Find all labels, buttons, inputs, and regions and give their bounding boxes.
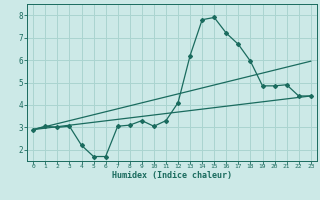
X-axis label: Humidex (Indice chaleur): Humidex (Indice chaleur) <box>112 171 232 180</box>
